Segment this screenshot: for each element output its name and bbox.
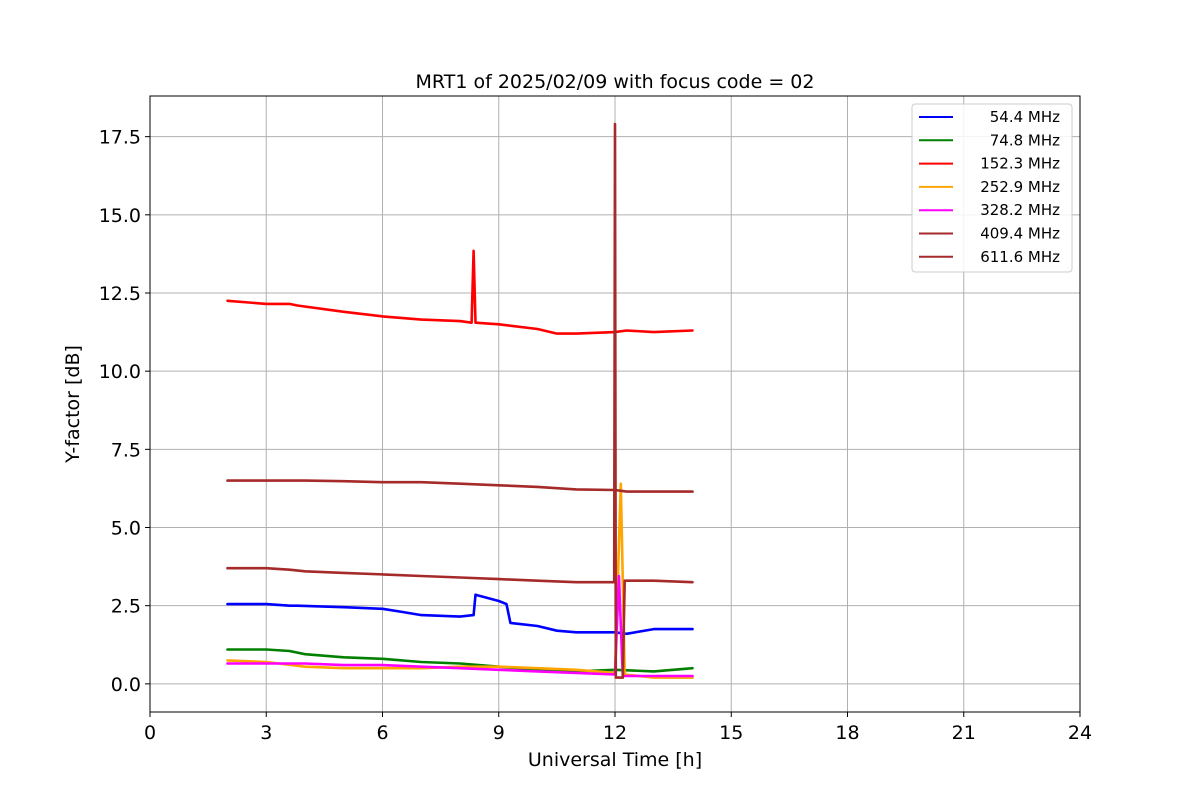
series-line-2 (226, 648, 694, 673)
legend-label: 328.2 MHz (980, 201, 1060, 219)
series-line-3 (226, 249, 694, 335)
legend-label: 152.3 MHz (980, 155, 1060, 173)
x-tick-label: 3 (260, 722, 272, 744)
y-tick-label: 15.0 (99, 205, 141, 227)
series-line-7 (226, 122, 694, 679)
y-tick-label: 5.0 (111, 518, 141, 540)
y-tick-label: 10.0 (99, 361, 141, 383)
y-axis-title: Y-factor [dB] (62, 345, 84, 464)
y-tick-label: 2.5 (111, 596, 141, 618)
legend-label: 74.8 MHz (990, 131, 1060, 149)
x-tick-label: 15 (719, 722, 743, 744)
legend-box (911, 103, 1073, 273)
series-line-5 (226, 574, 694, 678)
y-tick-label: 17.5 (99, 127, 141, 149)
legend-label: 54.4 MHz (990, 108, 1060, 126)
legend-label: 252.9 MHz (980, 178, 1060, 196)
x-tick-label: 9 (493, 722, 505, 744)
legend-label: 409.4 MHz (980, 225, 1060, 243)
y-tick-label: 12.5 (99, 283, 141, 305)
series-line-6 (226, 479, 694, 493)
x-axis-title: Universal Time [h] (528, 749, 702, 771)
x-tick-label: 0 (144, 722, 156, 744)
x-tick-label: 6 (376, 722, 388, 744)
legend-entries: 54.4 MHz 74.8 MHz 152.3 MHz 252.9 MHz 328.2 … (919, 108, 1060, 266)
y-axis-ticks: 0.0 2.5 5.0 7.5 10.0 12.5 15.0 17.5 (99, 127, 150, 696)
series-lines (226, 122, 694, 679)
legend: 54.4 MHz 74.8 MHz 152.3 MHz 252.9 MHz 328.2 … (911, 103, 1073, 273)
x-tick-label: 18 (835, 722, 859, 744)
y-tick-label: 7.5 (111, 439, 141, 461)
series-line-1 (226, 593, 694, 636)
x-axis-ticks: 0 3 6 9 12 15 18 21 24 (144, 712, 1092, 744)
y-tick-label: 0.0 (111, 674, 141, 696)
x-tick-label: 21 (952, 722, 976, 744)
x-tick-label: 12 (603, 722, 627, 744)
legend-label: 611.6 MHz (980, 248, 1060, 266)
chart-title: MRT1 of 2025/02/09 with focus code = 02 (416, 71, 815, 93)
x-tick-label: 24 (1068, 722, 1092, 744)
